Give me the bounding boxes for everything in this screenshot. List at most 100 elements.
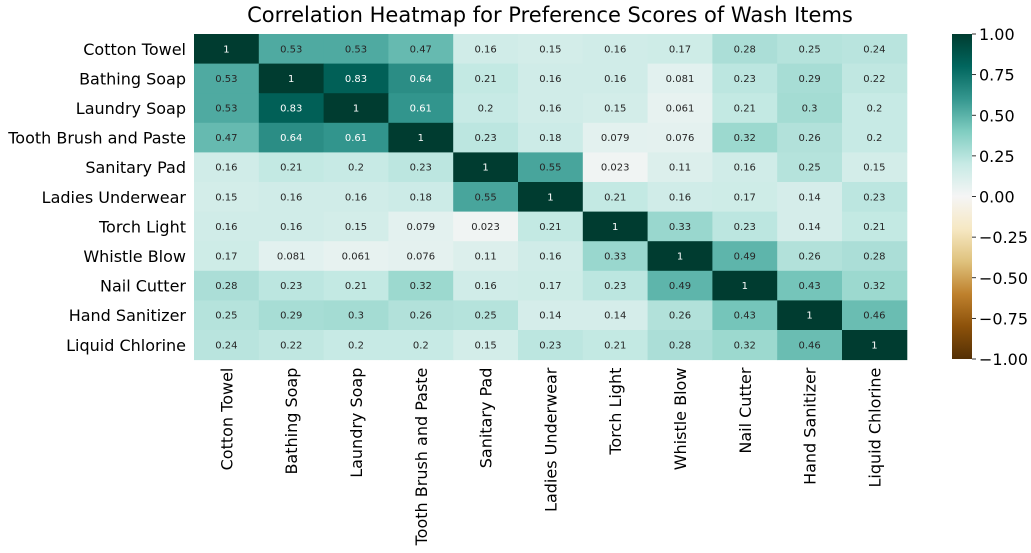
cell-value-label: 0.23: [410, 163, 432, 174]
x-axis-labels: Cotton Towel Bathing Soap Laundry Soap Toot…: [217, 367, 884, 546]
heatmap-cell: [647, 93, 713, 124]
cell-value-label: 1: [612, 222, 618, 233]
cell-value-label: 0.21: [539, 222, 561, 233]
cell-value-label: 0.23: [734, 74, 756, 85]
cell-value-label: 0.079: [406, 222, 435, 233]
cell-value-label: 0.22: [280, 340, 302, 351]
heatmap-cell: [388, 182, 454, 213]
heatmap-cell: [647, 241, 713, 272]
heatmap-cell: [582, 241, 649, 272]
y-tick-label: Bathing Soap: [79, 69, 186, 88]
y-tick-label: Laundry Soap: [76, 99, 186, 118]
cell-value-label: 1: [418, 133, 424, 144]
heatmap-cell: [842, 270, 908, 301]
x-tick-label: Cotton Towel: [217, 368, 236, 471]
cell-value-label: 0.081: [277, 252, 306, 263]
cell-value-label: 0.26: [669, 311, 691, 322]
cell-value-label: 1: [547, 192, 553, 203]
y-tick-label: Tooth Brush and Paste: [7, 129, 186, 148]
cell-value-label: 0.14: [604, 311, 626, 322]
cell-value-label: 0.061: [342, 252, 371, 263]
cell-value-label: 0.23: [734, 222, 756, 233]
heatmap-cell: [453, 152, 519, 183]
cell-value-label: 0.47: [215, 133, 237, 144]
cell-value-label: 0.16: [215, 222, 237, 233]
cell-value-label: 0.079: [601, 133, 630, 144]
heatmap-cell: [647, 330, 713, 361]
heatmap-cell: [777, 211, 843, 242]
cell-value-label: 0.2: [866, 104, 882, 115]
x-tick-label: Hand Sanitizer: [801, 367, 820, 485]
cell-value-label: 0.43: [798, 281, 820, 292]
heatmap-cell: [777, 152, 843, 183]
colorbar-tick-label: 0.75: [979, 66, 1015, 85]
cell-value-label: 0.21: [474, 74, 496, 85]
cell-value-label: 0.2: [478, 104, 494, 115]
cell-value-label: 0.64: [410, 74, 432, 85]
heatmap-cell: [388, 211, 454, 242]
cell-value-label: 0.33: [669, 222, 691, 233]
cell-value-label: 0.21: [345, 281, 367, 292]
cell-value-label: 0.28: [863, 252, 885, 263]
cell-value-label: 0.16: [604, 44, 626, 55]
heatmap-cell: [582, 270, 649, 301]
heatmap-cell: [453, 270, 519, 301]
cell-value-label: 1: [353, 104, 359, 115]
heatmap-cell: [842, 300, 908, 331]
heatmap-cell: [518, 182, 584, 213]
heatmap-cell: [323, 211, 389, 242]
y-tick-label: Sanitary Pad: [85, 158, 186, 177]
y-tick-label: Whistle Blow: [83, 247, 186, 266]
heatmap-cell: [194, 270, 260, 301]
cell-value-label: 0.23: [474, 133, 496, 144]
cell-value-label: 0.43: [734, 311, 756, 322]
cell-value-label: 0.28: [669, 340, 691, 351]
colorbar-tick-label: 0.00: [979, 188, 1015, 207]
heatmap-cell: [453, 330, 519, 361]
heatmap-cell: [842, 211, 908, 242]
heatmap-cell: [258, 182, 325, 213]
heatmap-cell: [518, 34, 584, 65]
heatmap-cell: [388, 300, 454, 331]
heatmap-cell: [582, 93, 649, 124]
cell-value-label: 0.26: [798, 133, 820, 144]
cell-value-label: 0.15: [604, 104, 626, 115]
heatmap-cell: [518, 211, 584, 242]
colorbar-tick-label: −0.25: [979, 228, 1028, 247]
heatmap-cell: [712, 211, 778, 242]
heatmap-cell: [582, 34, 649, 65]
cell-value-label: 0.16: [345, 192, 367, 203]
cell-value-label: 0.023: [471, 222, 500, 233]
heatmap-cell: [258, 63, 325, 94]
heatmap-cell: [842, 122, 908, 153]
cell-value-label: 0.17: [669, 44, 691, 55]
heatmap-cell: [258, 152, 325, 183]
heatmap-cell: [194, 300, 260, 331]
heatmap-cell: [647, 300, 713, 331]
heatmap-cell: [582, 152, 649, 183]
cell-value-label: 0.53: [280, 44, 302, 55]
heatmap-cell: [582, 211, 649, 242]
heatmap-cell: [453, 241, 519, 272]
heatmap-cell: [647, 182, 713, 213]
heatmap-cell: [194, 34, 260, 65]
cell-value-label: 0.11: [474, 252, 496, 263]
heatmap-cell: [518, 152, 584, 183]
heatmap-cell: [712, 34, 778, 65]
cell-value-label: 1: [223, 44, 229, 55]
heatmap-cell: [582, 330, 649, 361]
heatmap-cell: [777, 300, 843, 331]
cell-value-label: 0.21: [280, 163, 302, 174]
cell-value-label: 0.26: [798, 252, 820, 263]
cell-value-label: 0.16: [280, 192, 302, 203]
heatmap-cell: [388, 270, 454, 301]
x-tick-label: Torch Light: [606, 368, 625, 456]
heatmap-cell: [258, 122, 325, 153]
heatmap-cell: [777, 63, 843, 94]
cell-value-label: 0.15: [863, 163, 885, 174]
heatmap-cell: [518, 270, 584, 301]
y-tick-label: Ladies Underwear: [42, 188, 187, 207]
cell-value-label: 0.16: [734, 163, 756, 174]
heatmap-cell: [194, 93, 260, 124]
heatmap-cell: [842, 34, 908, 65]
